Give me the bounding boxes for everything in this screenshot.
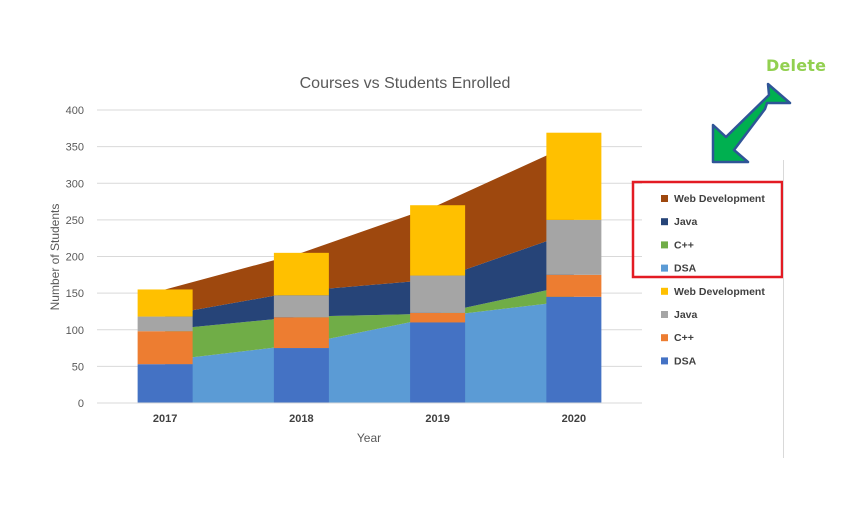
legend-swatch xyxy=(661,241,668,249)
legend-swatch xyxy=(661,311,668,318)
bar-dsa xyxy=(273,348,329,403)
y-tick-label: 350 xyxy=(66,142,84,154)
bar-java xyxy=(273,295,329,318)
legend-label: Web Development xyxy=(674,286,765,298)
y-axis-label: Number of Students xyxy=(48,204,62,311)
bar-dsa xyxy=(546,296,602,403)
area-web-development xyxy=(165,142,574,316)
bar-c- xyxy=(546,274,602,297)
y-tick-label: 0 xyxy=(78,398,84,410)
x-tick-label: 2020 xyxy=(562,413,586,425)
x-tick-label: 2018 xyxy=(289,413,313,425)
y-axis-ticks: 0 50 100 150 200 250 300 350 400 xyxy=(66,105,84,410)
legend-swatch xyxy=(661,287,668,295)
legend-entry[interactable]: Java xyxy=(661,216,698,228)
legend-swatch xyxy=(661,357,668,365)
y-tick-label: 400 xyxy=(66,105,84,117)
legend-entry[interactable]: C++ xyxy=(661,239,694,251)
legend-swatch xyxy=(661,218,668,226)
separator-line xyxy=(783,160,784,458)
bar-dsa xyxy=(137,364,193,403)
legend-label: DSA xyxy=(674,263,697,275)
y-tick-label: 50 xyxy=(72,361,84,373)
bar-web-development xyxy=(410,205,466,276)
bar-web-development xyxy=(273,252,329,296)
arrow-icon xyxy=(711,82,792,164)
area-c- xyxy=(165,284,574,361)
legend-swatch xyxy=(661,334,668,342)
bar-java xyxy=(410,275,466,313)
area-layer xyxy=(165,142,574,403)
legend-entry[interactable]: C++ xyxy=(661,332,694,344)
bar-dsa xyxy=(410,322,466,403)
legend-swatch xyxy=(661,264,668,272)
bar-c- xyxy=(273,317,329,349)
legend-entry[interactable]: Java xyxy=(661,309,698,321)
y-tick-label: 150 xyxy=(66,288,84,300)
highlight-box xyxy=(631,180,784,279)
x-axis-label: Year xyxy=(357,431,381,445)
legend-label: Web Development xyxy=(674,193,765,205)
legend-entry[interactable]: DSA xyxy=(661,263,697,275)
legend-label: DSA xyxy=(674,355,697,367)
legend[interactable]: Web Development Java C++ DSA Web Development… xyxy=(661,193,765,367)
legend-entry[interactable]: Web Development xyxy=(661,286,765,298)
legend-label: Java xyxy=(674,216,698,228)
y-tick-label: 200 xyxy=(66,252,84,264)
y-tick-label: 300 xyxy=(66,178,84,190)
bar-web-development xyxy=(546,132,602,220)
legend-label: C++ xyxy=(674,239,694,251)
area-java xyxy=(165,231,574,330)
x-tick-label: 2017 xyxy=(153,413,177,425)
legend-swatch xyxy=(661,195,668,202)
y-tick-label: 250 xyxy=(66,215,84,227)
bar-layer xyxy=(137,132,602,403)
x-axis-ticks: 2017 2018 2019 2020 xyxy=(153,413,586,425)
chart-title: Courses vs Students Enrolled xyxy=(300,75,511,92)
bar-c- xyxy=(410,312,466,323)
delete-label: Delete xyxy=(766,56,827,75)
bar-java xyxy=(546,219,602,275)
legend-label: Java xyxy=(674,309,698,321)
legend-label: C++ xyxy=(674,332,694,344)
area-dsa xyxy=(165,300,574,403)
x-tick-label: 2019 xyxy=(425,413,449,425)
legend-entry[interactable]: Web Development xyxy=(661,193,765,205)
bar-c- xyxy=(137,331,193,365)
y-tick-label: 100 xyxy=(66,325,84,337)
bar-java xyxy=(137,316,193,332)
bar-web-development xyxy=(137,289,193,317)
legend-entry[interactable]: DSA xyxy=(661,355,697,367)
